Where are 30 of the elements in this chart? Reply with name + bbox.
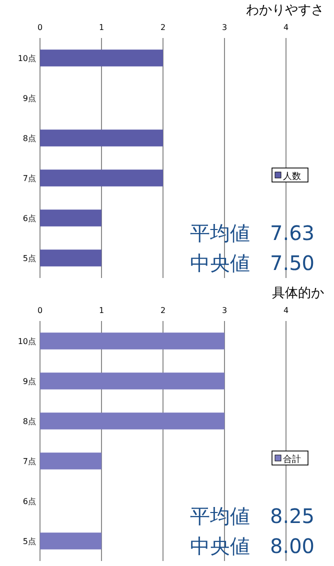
x-tick-label: 3	[222, 23, 228, 32]
x-tick-label: 0	[37, 306, 43, 315]
y-tick-label: 9点	[22, 94, 36, 103]
x-tick-label: 3	[222, 306, 228, 315]
y-tick-label: 6点	[22, 214, 36, 223]
y-tick-label: 10点	[18, 54, 36, 63]
y-tick-label: 6点	[22, 497, 36, 506]
annotation: 平均値 8.25	[190, 504, 315, 528]
x-tick-label: 1	[98, 23, 104, 32]
y-tick-label: 5点	[22, 254, 36, 263]
y-tick-label: 7点	[22, 457, 36, 466]
x-tick-label: 4	[283, 306, 289, 315]
legend-label: 合計	[283, 454, 301, 465]
y-tick-label: 9点	[22, 377, 36, 386]
y-tick-label: 8点	[22, 417, 36, 426]
x-tick-label: 2	[160, 306, 166, 315]
legend-label: 人数	[283, 171, 301, 182]
x-tick-label: 4	[283, 23, 289, 32]
y-tick-label: 8点	[22, 134, 36, 143]
chart-title: わかりやすさ	[246, 3, 324, 18]
x-tick-label: 2	[160, 23, 166, 32]
y-tick-label: 7点	[22, 174, 36, 183]
annotation: 中央値 8.00	[190, 534, 315, 558]
y-tick-label: 10点	[18, 337, 36, 346]
x-tick-label: 0	[37, 23, 43, 32]
y-tick-label: 5点	[22, 537, 36, 546]
x-tick-label: 1	[98, 306, 104, 315]
annotation: 中央値 7.50	[190, 251, 315, 275]
annotation: 平均値 7.63	[190, 221, 315, 245]
chart-title: 具体的か	[272, 286, 324, 301]
